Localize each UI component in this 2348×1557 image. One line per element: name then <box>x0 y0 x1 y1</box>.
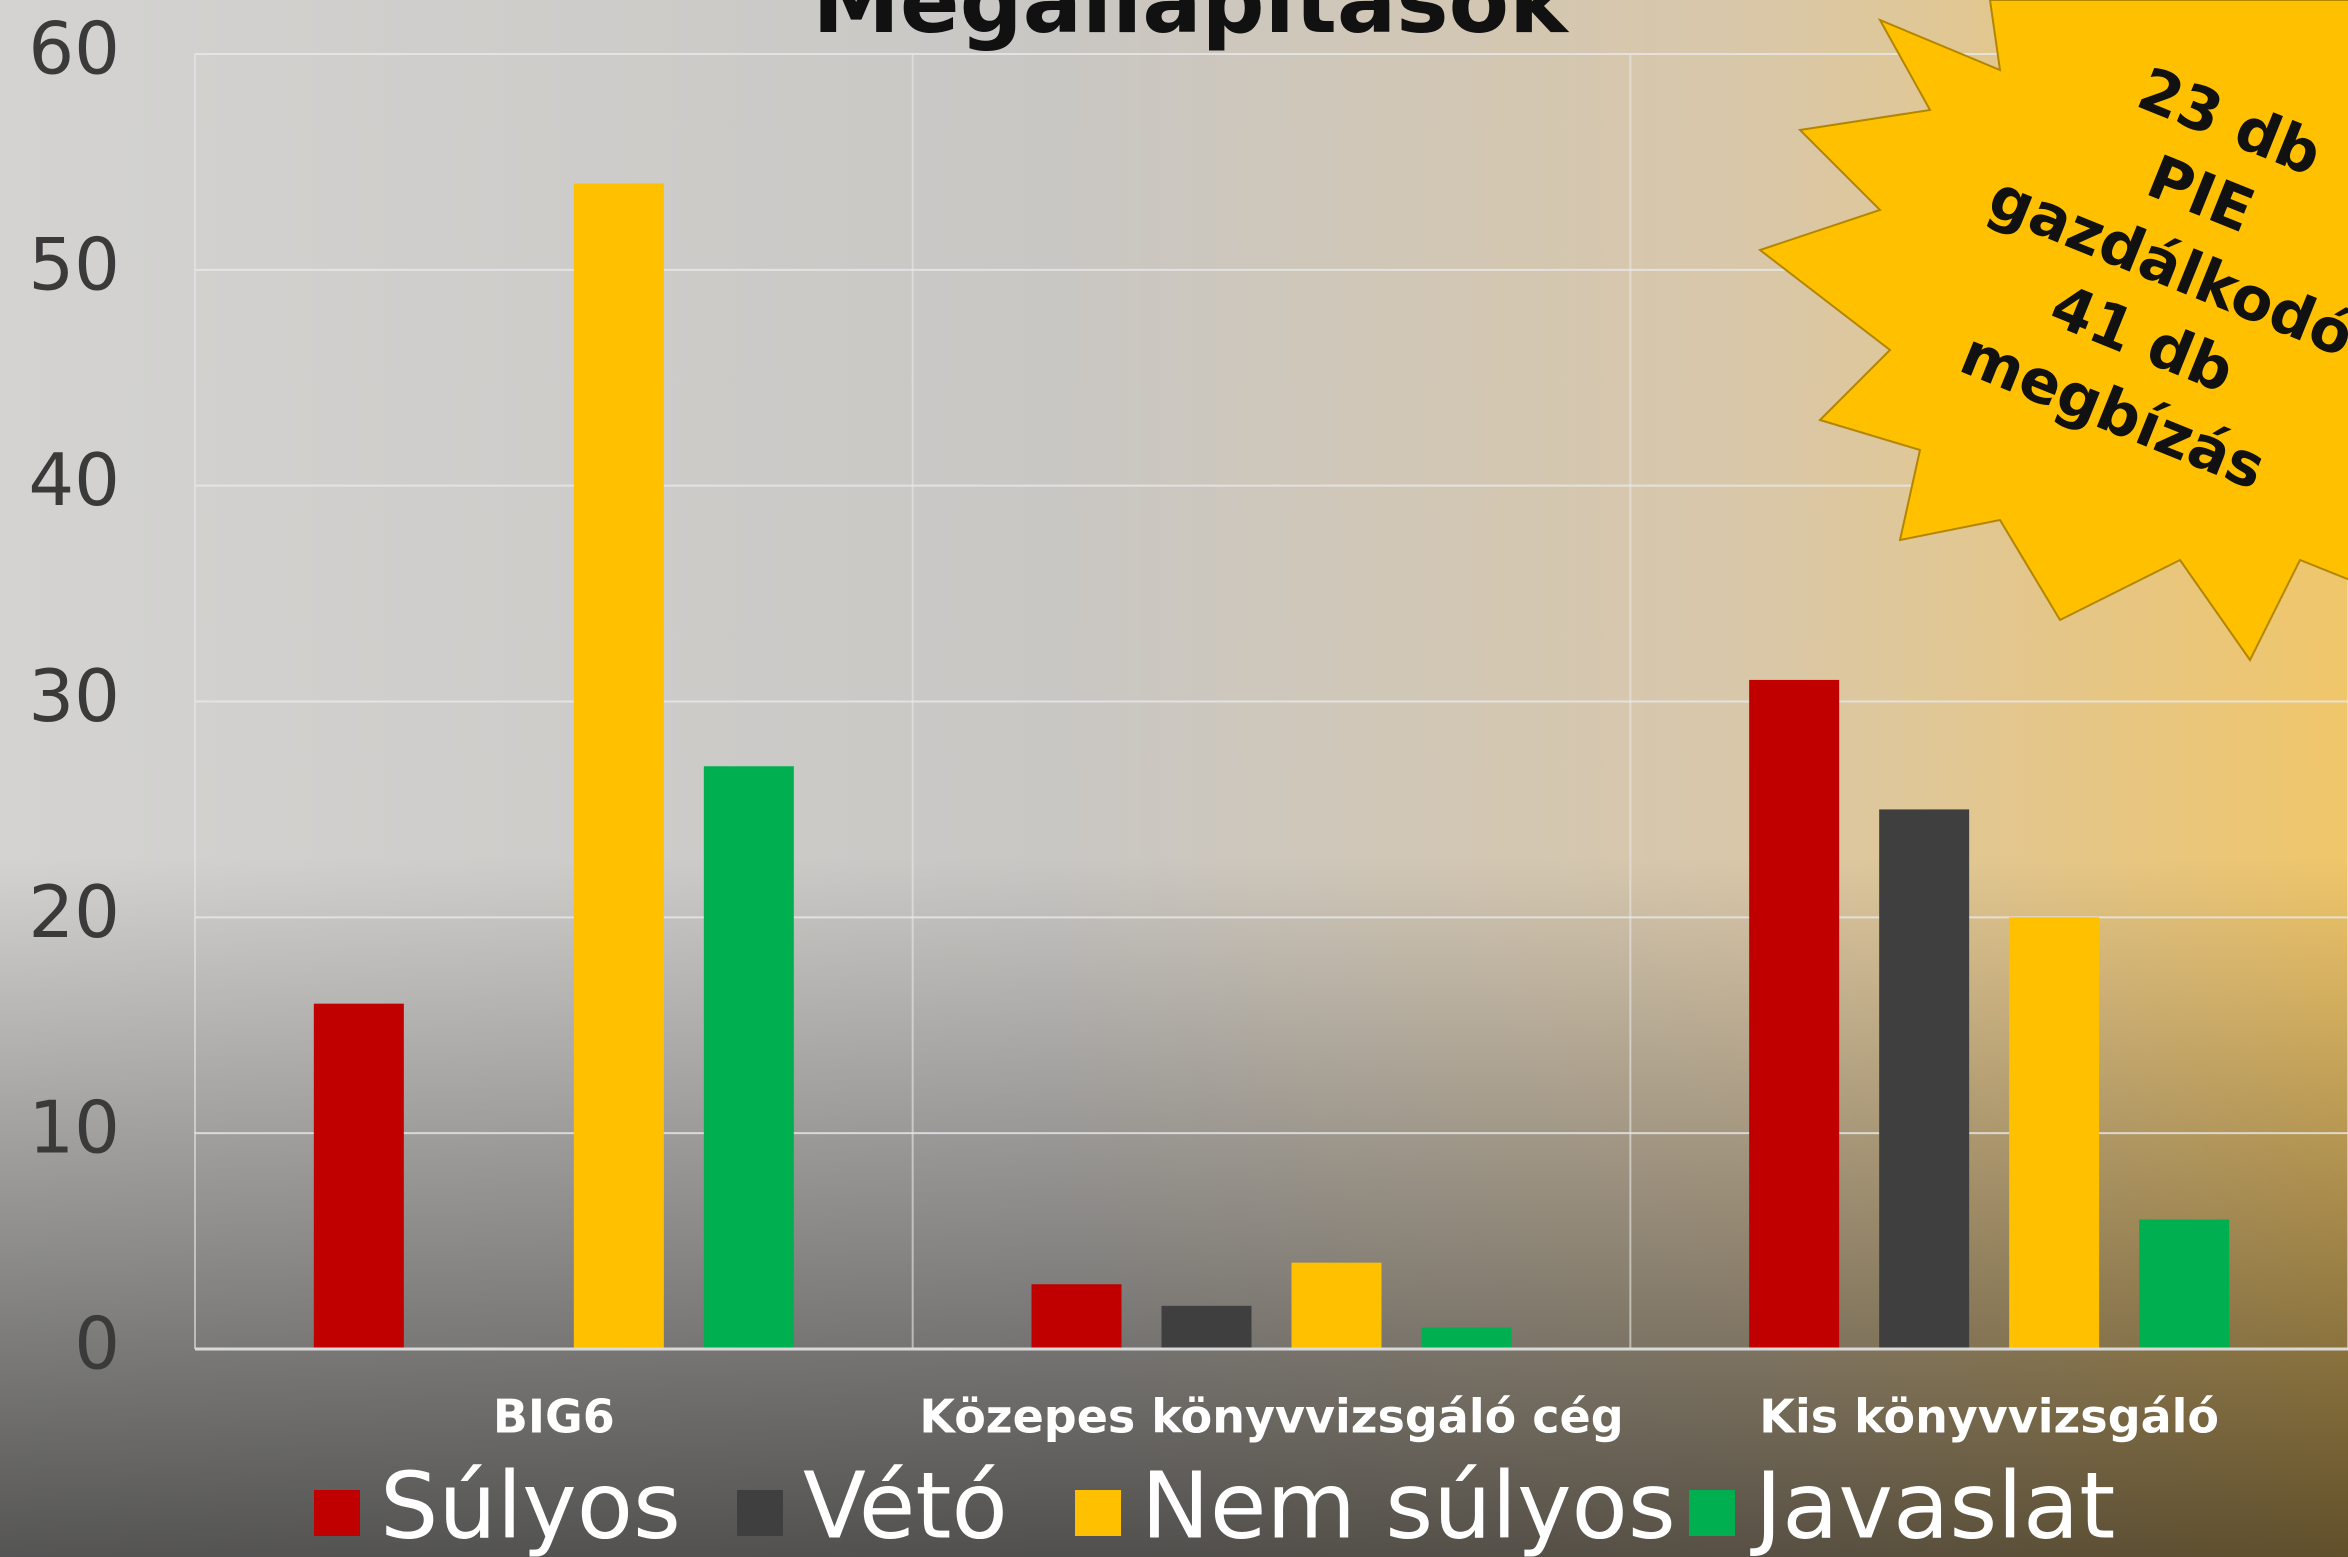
bar <box>1879 809 1969 1349</box>
chart: 0 10 20 30 40 50 60 BIG6 Közepes könyvvizsgáló c… <box>0 0 2348 1557</box>
bar <box>1749 680 1839 1349</box>
bar <box>1422 1327 1512 1349</box>
y-tick-label: 20 <box>28 870 120 954</box>
legend-swatch <box>1689 1490 1735 1536</box>
legend-swatch <box>1075 1490 1121 1536</box>
x-tick-label: Közepes könyvvizsgáló cég <box>919 1390 1623 1444</box>
bar <box>704 766 794 1349</box>
bar <box>314 1004 404 1349</box>
legend-label: Vétó <box>803 1452 1008 1557</box>
y-tick-label: 40 <box>28 438 120 522</box>
y-tick-label: 60 <box>28 7 120 91</box>
legend-swatch <box>314 1490 360 1536</box>
bar <box>1032 1284 1122 1349</box>
y-tick-label: 50 <box>28 222 120 306</box>
y-tick-label: 0 <box>74 1302 120 1386</box>
bar <box>2139 1220 2229 1350</box>
bar <box>1162 1306 1252 1349</box>
bar <box>2009 917 2099 1349</box>
legend-label: Javaslat <box>1750 1452 2115 1557</box>
bar <box>1292 1263 1382 1349</box>
legend-label: Nem súlyos <box>1141 1452 1676 1557</box>
chart-title: Megállapítások <box>812 0 1570 53</box>
x-tick-label: Kis könyvvizsgáló <box>1759 1390 2219 1444</box>
y-tick-label: 10 <box>28 1086 120 1170</box>
legend-swatch <box>737 1490 783 1536</box>
legend-label: Súlyos <box>380 1452 681 1557</box>
bar <box>574 184 664 1350</box>
y-tick-label: 30 <box>28 654 120 738</box>
x-tick-label: BIG6 <box>493 1390 615 1444</box>
